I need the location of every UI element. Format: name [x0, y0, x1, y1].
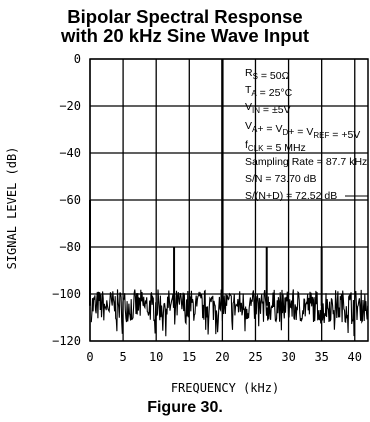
y-tick-label: −120	[52, 334, 81, 348]
annotation-line: S/(N+D) = 72.52 dB	[245, 190, 337, 202]
y-tick-label: −80	[59, 240, 81, 254]
x-tick-label: 40	[348, 350, 362, 364]
spectrum-trace	[90, 289, 369, 337]
chart-title-line1: Bipolar Spectral Response	[67, 6, 303, 27]
y-tick-label: −20	[59, 99, 81, 113]
spectrum-peaks	[89, 59, 323, 306]
y-tick-labels: 0 −20 −40 −60 −80 −100 −120	[52, 52, 81, 348]
x-tick-label: 0	[86, 350, 93, 364]
annotation-line: VIN = ±5V	[245, 101, 291, 116]
y-tick-label: −60	[59, 193, 81, 207]
x-tick-label: 5	[119, 350, 126, 364]
x-tick-label: 25	[248, 350, 262, 364]
x-tick-label: 20	[215, 350, 229, 364]
y-tick-label: 0	[74, 52, 81, 66]
annotation-line: RS = 50Ω	[245, 67, 290, 82]
annotation-line: fCLK = 5 MHz	[245, 139, 306, 154]
x-tick-label: 30	[281, 350, 295, 364]
x-tick-label: 35	[314, 350, 328, 364]
y-axis-label: SIGNAL LEVEL (dB)	[5, 147, 19, 270]
figure-caption: Figure 30.	[147, 399, 223, 416]
x-axis-label: FREQUENCY (kHz)	[171, 381, 279, 395]
annotation-line: Sampling Rate = 87.7 kHz	[245, 156, 367, 168]
x-tick-label: 10	[149, 350, 163, 364]
annotation-line: TA = 25°C	[245, 84, 293, 99]
annotation-line: VA+ = VD+ = VREF = +5V	[245, 120, 360, 141]
noise-floor-trace	[90, 289, 369, 337]
annotation-line: S/N = 73.70 dB	[245, 173, 317, 185]
y-tick-label: −40	[59, 146, 81, 160]
test-conditions-annotation: RS = 50Ω TA = 25°C VIN = ±5V VA+ = VD+ = VR…	[245, 67, 368, 202]
chart-title-line2: with 20 kHz Sine Wave Input	[60, 25, 310, 46]
x-tick-label: 15	[182, 350, 196, 364]
x-tick-labels: 0 5 10 15 20 25 30 35 40	[86, 350, 362, 364]
y-tick-label: −100	[52, 287, 81, 301]
